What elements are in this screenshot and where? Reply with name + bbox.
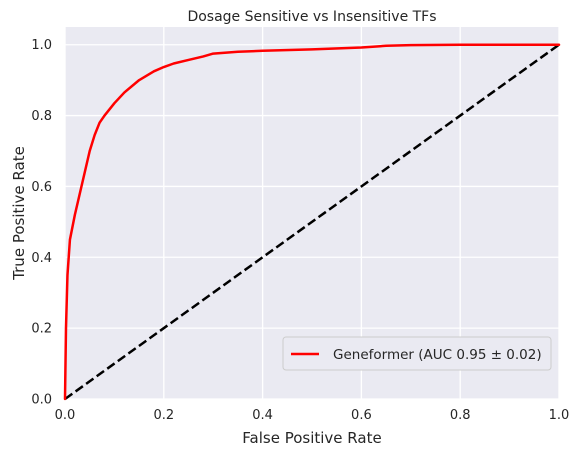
y-tick-label: 1.0 bbox=[31, 38, 52, 53]
y-tick-label: 0.0 bbox=[31, 393, 52, 408]
y-tick-label: 0.6 bbox=[31, 180, 52, 195]
y-tick-label: 0.8 bbox=[31, 109, 52, 124]
x-tick-label: 0.6 bbox=[351, 408, 372, 423]
y-tick-labels: 0.0 0.2 0.4 0.6 0.8 1.0 bbox=[31, 38, 52, 407]
x-tick-label: 0.2 bbox=[153, 408, 174, 423]
x-axis-label: False Positive Rate bbox=[242, 429, 381, 447]
y-tick-label: 0.4 bbox=[31, 251, 52, 266]
chart-title: Dosage Sensitive vs Insensitive TFs bbox=[187, 9, 436, 25]
legend-box bbox=[282, 336, 552, 371]
legend: Geneformer (AUC 0.95 ± 0.02) bbox=[282, 336, 552, 371]
x-tick-label: 1.0 bbox=[549, 408, 570, 423]
series-layer bbox=[63, 43, 561, 401]
x-tick-label: 0.0 bbox=[55, 408, 76, 423]
series-line-geneformer bbox=[63, 43, 561, 401]
y-axis-label: True Positive Rate bbox=[10, 146, 28, 281]
y-tick-label: 0.2 bbox=[31, 322, 52, 337]
grid-x bbox=[64, 27, 560, 399]
x-tick-labels: 0.0 0.2 0.4 0.6 0.8 1.0 bbox=[55, 408, 570, 423]
legend-label-geneformer: Geneformer (AUC 0.95 ± 0.02) bbox=[333, 347, 542, 363]
x-tick-label: 0.4 bbox=[252, 408, 273, 423]
x-tick-label: 0.8 bbox=[450, 408, 471, 423]
series-line-chance-diagonal bbox=[64, 43, 560, 401]
